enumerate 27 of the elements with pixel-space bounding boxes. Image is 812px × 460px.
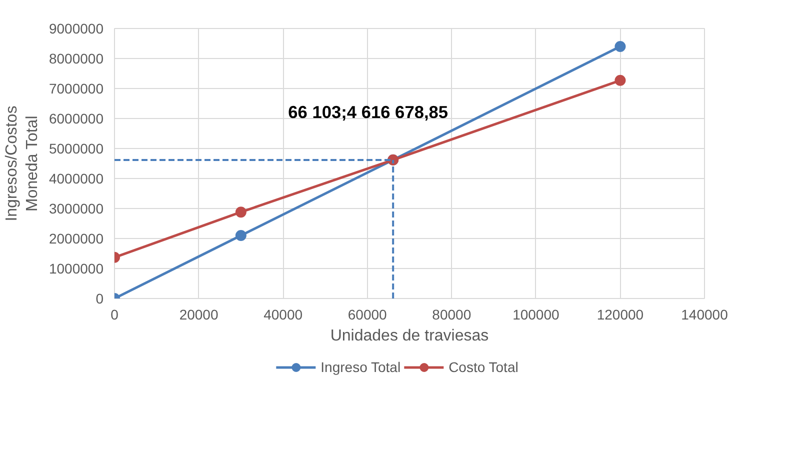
y-tick-label: 6000000 xyxy=(48,110,104,126)
y-tick-label: 1000000 xyxy=(48,260,104,276)
y-tick-label: 2000000 xyxy=(48,230,104,246)
x-tick-label: 20000 xyxy=(179,306,218,322)
legend-label: Costo Total xyxy=(448,359,518,375)
y-tick-label: 9000000 xyxy=(48,20,104,36)
x-tick-label: 40000 xyxy=(264,306,303,322)
point xyxy=(235,230,246,241)
y-tick-label: 3000000 xyxy=(48,200,104,216)
x-tick-label: 140000 xyxy=(681,306,728,322)
y-axis-title: Ingresos/Costos Moneda Total xyxy=(4,106,41,222)
y-tick-label: 4000000 xyxy=(48,170,104,186)
annotation: 66 103;4 616 678,85 xyxy=(288,102,448,122)
x-tick-label: 60000 xyxy=(348,306,388,322)
x-axis-title: Unidades de traviesas xyxy=(330,328,489,344)
x-tick-label: 80000 xyxy=(432,306,472,322)
x-tick-label: 0 xyxy=(110,306,119,322)
legend-label: Ingreso Total xyxy=(320,359,401,375)
x-tick-label: 120000 xyxy=(596,306,644,322)
x-tick-label: 100000 xyxy=(512,306,560,322)
point xyxy=(235,206,246,218)
y-tick-label: 8000000 xyxy=(48,50,104,66)
y-tick-label: 7000000 xyxy=(48,80,104,96)
point xyxy=(614,41,626,52)
y-tick-label: 0 xyxy=(96,290,104,306)
point xyxy=(614,74,626,86)
y-tick-label: 5000000 xyxy=(48,140,104,156)
